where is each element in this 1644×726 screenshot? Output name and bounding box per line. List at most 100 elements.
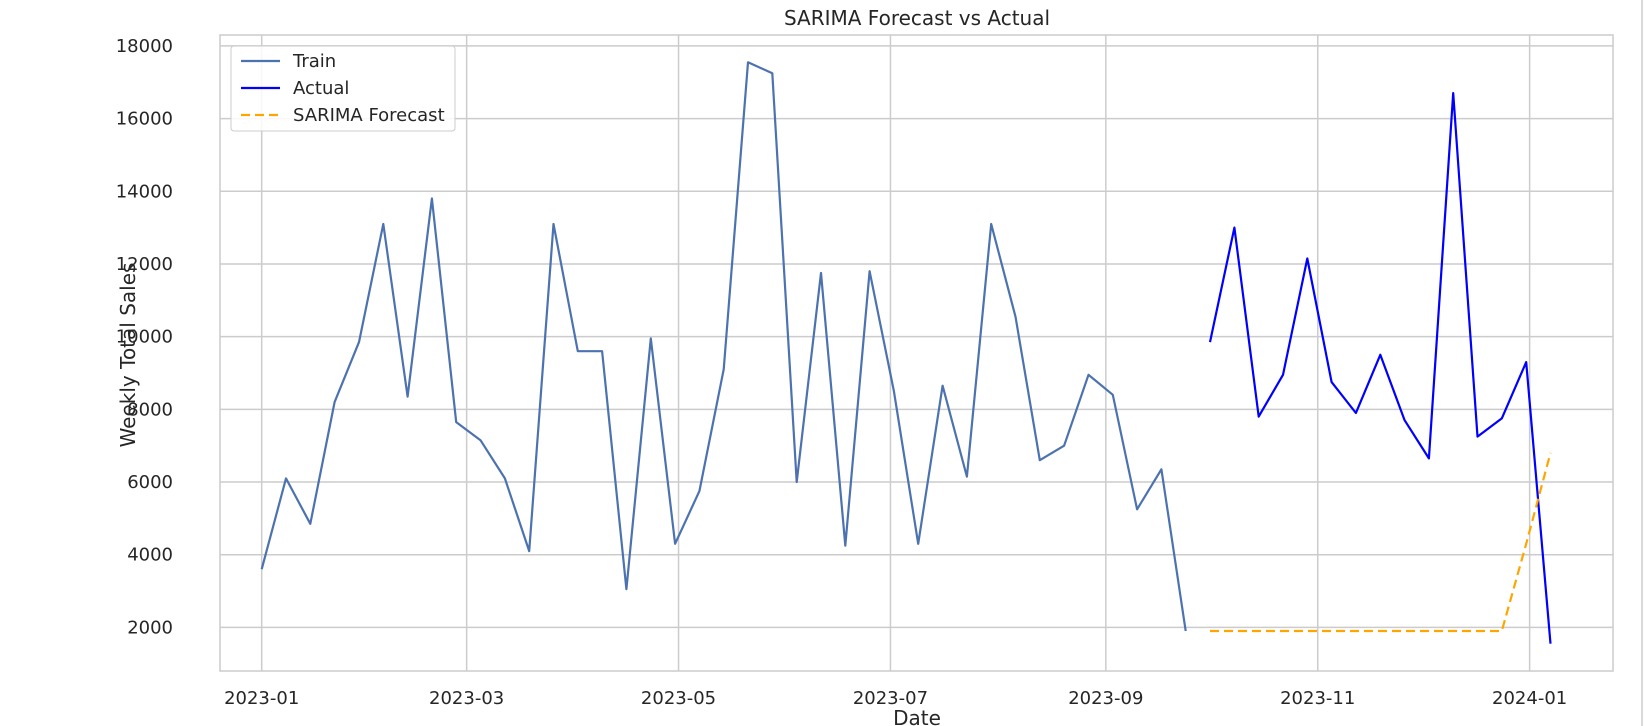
y-tick-label: 12000 — [116, 254, 173, 275]
legend: Train Actual SARIMA Forecast — [230, 45, 456, 132]
data-point-train — [527, 549, 531, 553]
legend-box — [230, 45, 456, 132]
data-point-train — [819, 271, 823, 275]
data-point-sarima-forecast — [1524, 542, 1528, 546]
legend-label-actual: Actual — [293, 78, 349, 99]
data-point-train — [1014, 315, 1018, 319]
data-point-train — [624, 587, 628, 591]
data-point-train — [430, 197, 434, 201]
data-point-train — [479, 438, 483, 442]
data-point-sarima-forecast — [1451, 629, 1455, 633]
data-point-sarima-forecast — [1208, 629, 1212, 633]
data-point-train — [308, 522, 312, 526]
data-point-sarima-forecast — [1549, 451, 1553, 455]
data-point-train — [1087, 373, 1091, 377]
y-tick-label: 18000 — [116, 36, 173, 57]
data-point-train — [697, 489, 701, 493]
data-point-train — [284, 476, 288, 480]
data-point-train — [746, 60, 750, 64]
plot-area-frame — [219, 34, 1614, 672]
data-point-train — [1111, 393, 1115, 397]
data-point-train — [357, 340, 361, 344]
data-point-sarima-forecast — [1232, 629, 1236, 633]
y-tick-label: 2000 — [127, 617, 173, 638]
x-tick-label: 2023-05 — [641, 688, 716, 709]
y-axis-label: Weekly Total Sales — [116, 263, 140, 448]
legend-label-train: Train — [292, 51, 336, 72]
data-point-train — [260, 567, 264, 571]
legend-entries: Train Actual SARIMA Forecast — [241, 51, 445, 126]
legend-label-sarima-forecast: SARIMA Forecast — [293, 105, 445, 126]
data-point-actual — [1451, 91, 1455, 95]
x-tick-label: 2023-07 — [853, 688, 928, 709]
data-point-actual — [1305, 257, 1309, 261]
x-tick-label: 2023-09 — [1068, 688, 1143, 709]
data-point-sarima-forecast — [1257, 629, 1261, 633]
data-point-actual — [1378, 353, 1382, 357]
y-tick-label: 6000 — [127, 472, 173, 493]
data-point-train — [503, 476, 507, 480]
data-point-actual — [1403, 418, 1407, 422]
data-point-train — [552, 222, 556, 226]
data-point-train — [843, 544, 847, 548]
y-tick-label: 4000 — [127, 545, 173, 566]
y-tick-label: 8000 — [127, 399, 173, 420]
data-point-train — [941, 384, 945, 388]
data-point-train — [1038, 458, 1042, 462]
series-line-actual — [1208, 91, 1552, 644]
data-point-sarima-forecast — [1281, 629, 1285, 633]
data-point-actual — [1354, 411, 1358, 415]
x-tick-labels: 2023-01 2023-03 2023-05 2023-07 2023-09 2023-… — [224, 688, 1567, 709]
data-point-train — [1184, 629, 1188, 633]
data-point-actual — [1281, 373, 1285, 377]
data-point-train — [1062, 444, 1066, 448]
data-point-train — [868, 269, 872, 273]
data-point-train — [770, 71, 774, 75]
data-point-train — [600, 349, 604, 353]
data-point-actual — [1427, 456, 1431, 460]
data-point-train — [406, 395, 410, 399]
data-point-train — [722, 367, 726, 371]
data-point-actual — [1208, 340, 1212, 344]
data-point-actual — [1549, 642, 1553, 646]
data-point-actual — [1232, 226, 1236, 230]
data-point-actual — [1330, 380, 1334, 384]
y-tick-label: 14000 — [116, 181, 173, 202]
data-point-train — [1159, 467, 1163, 471]
data-point-sarima-forecast — [1500, 629, 1504, 633]
y-tick-label: 10000 — [116, 327, 173, 348]
y-tick-labels: 2000 4000 6000 8000 10000 12000 14000 16000 1800… — [116, 36, 173, 638]
y-tick-label: 16000 — [116, 109, 173, 130]
x-tick-label: 2023-01 — [224, 688, 299, 709]
data-point-actual — [1476, 435, 1480, 439]
data-point-train — [989, 222, 993, 226]
series-sarima-forecast — [1208, 451, 1553, 633]
data-point-train — [454, 420, 458, 424]
data-point-sarima-forecast — [1330, 629, 1334, 633]
x-axis-label: Date — [893, 706, 941, 726]
data-point-train — [892, 389, 896, 393]
data-point-sarima-forecast — [1403, 629, 1407, 633]
data-point-train — [916, 542, 920, 546]
data-point-train — [333, 400, 337, 404]
x-tick-label: 2023-03 — [429, 688, 504, 709]
data-point-sarima-forecast — [1378, 629, 1382, 633]
data-point-sarima-forecast — [1354, 629, 1358, 633]
data-point-actual — [1524, 360, 1528, 364]
data-point-train — [673, 542, 677, 546]
series-actual — [1208, 91, 1553, 646]
data-point-train — [795, 480, 799, 484]
data-point-actual — [1500, 416, 1504, 420]
data-point-train — [649, 337, 653, 341]
data-point-sarima-forecast — [1427, 629, 1431, 633]
chart-title: SARIMA Forecast vs Actual — [784, 6, 1050, 30]
data-point-sarima-forecast — [1476, 629, 1480, 633]
data-point-train — [1135, 507, 1139, 511]
series-train — [260, 60, 1188, 633]
data-point-sarima-forecast — [1305, 629, 1309, 633]
grid-layer — [220, 35, 1613, 671]
series-line-train — [260, 61, 1187, 632]
data-point-train — [965, 475, 969, 479]
